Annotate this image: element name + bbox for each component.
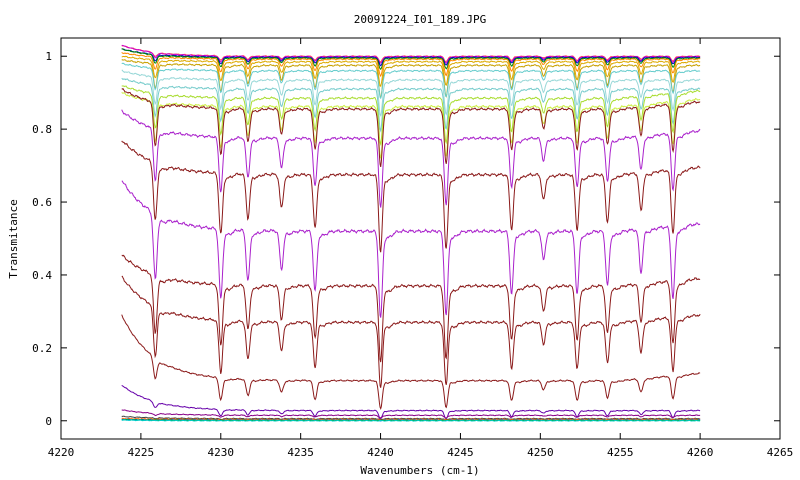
y-tick-label: 0 <box>45 415 52 428</box>
series-line <box>121 77 701 133</box>
series-line <box>121 384 701 420</box>
series-line <box>121 85 701 146</box>
y-tick-label: 0.8 <box>32 123 52 136</box>
x-tick-label: 4225 <box>128 446 155 459</box>
x-tick-label: 4220 <box>48 446 75 459</box>
series-line <box>121 48 701 71</box>
x-tick-label: 4265 <box>767 446 794 459</box>
series-line <box>121 419 701 422</box>
series-line <box>121 109 701 208</box>
plot-frame <box>60 37 781 440</box>
series-line <box>121 180 701 318</box>
series-line <box>121 69 701 117</box>
series-line <box>121 87 701 168</box>
x-axis: 4220 4225 4230 4235 4240 4245 4250 4255 4260 4265 <box>48 38 794 459</box>
x-tick-label: 4240 <box>367 446 394 459</box>
y-axis: 0 0.2 0.4 0.6 0.8 1 <box>32 50 780 428</box>
series-line <box>121 314 701 411</box>
y-axis-label: Transmitance <box>7 199 20 278</box>
y-tick-label: 0.4 <box>32 269 52 282</box>
x-tick-label: 4260 <box>687 446 714 459</box>
x-tick-label: 4255 <box>607 446 634 459</box>
series-line <box>121 62 701 100</box>
series-line <box>121 409 701 419</box>
series-line <box>121 275 701 388</box>
y-tick-label: 0.2 <box>32 342 52 355</box>
x-tick-label: 4235 <box>287 446 314 459</box>
x-tick-label: 4230 <box>208 446 235 459</box>
chart-title: 20091224_I01_189.JPG <box>354 13 486 26</box>
y-tick-label: 0.6 <box>32 196 52 209</box>
y-tick-label: 1 <box>45 50 52 63</box>
x-tick-label: 4250 <box>527 446 554 459</box>
series-line <box>121 59 701 99</box>
series-line <box>121 55 701 88</box>
series-layer <box>121 44 701 422</box>
series-line <box>121 254 701 363</box>
series-line <box>121 92 701 159</box>
series-line <box>121 51 701 78</box>
x-tick-label: 4245 <box>447 446 474 459</box>
series-line <box>121 140 701 253</box>
x-axis-label: Wavenumbers (cm-1) <box>360 464 479 477</box>
